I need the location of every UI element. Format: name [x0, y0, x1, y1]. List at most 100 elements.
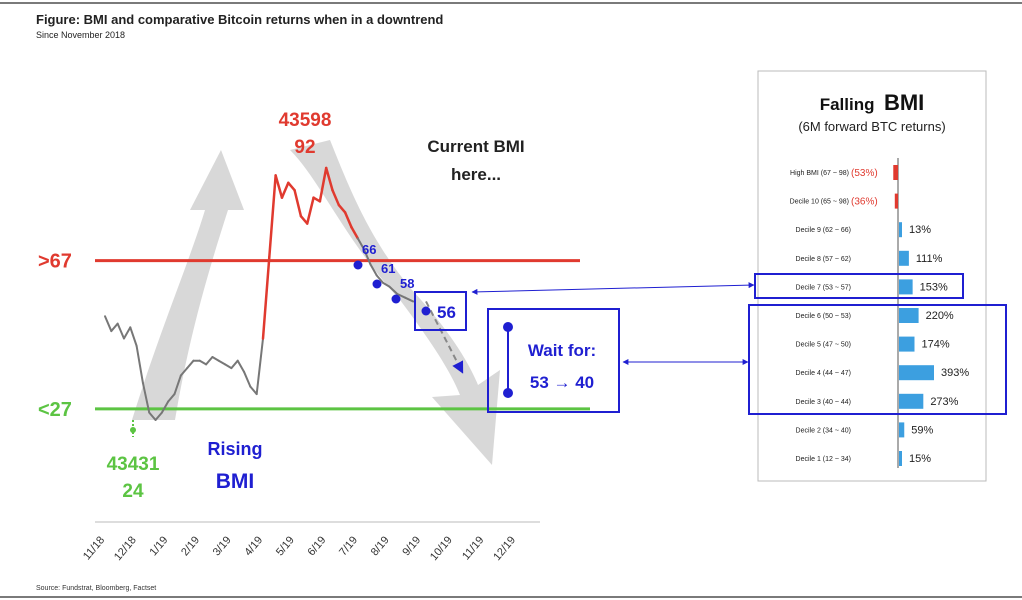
wait-for-box [487, 308, 620, 413]
bmi-line-segment [236, 359, 246, 373]
bmi-line-segment [274, 174, 284, 199]
current-value-box [414, 291, 467, 331]
current-bmi-marker-label: 56 [437, 303, 456, 322]
peak-label-line2: 92 [294, 137, 315, 158]
bmi-projection-line [425, 300, 464, 374]
panel-title: Falling BMI [820, 90, 925, 115]
decile-category-label: Decile 8 (57 ~ 62) [796, 256, 851, 263]
current-bmi-line2: here... [451, 165, 501, 184]
current-bmi-marker [391, 294, 401, 304]
decile-bar [894, 193, 898, 209]
current-bmi-marker [353, 260, 363, 270]
bmi-line-segment [154, 411, 163, 421]
bmi-line-segment [186, 359, 195, 370]
decile-value-label: 13% [909, 224, 931, 236]
bmi-line-segment [305, 196, 315, 225]
wait-for-line1: Wait for: [528, 341, 596, 360]
current-bmi-marker-label: 61 [381, 261, 395, 276]
top-rule [0, 2, 1022, 4]
bmi-line-segment [404, 296, 415, 303]
bmi-line-segment [255, 337, 264, 396]
decile-value-label: 393% [941, 367, 969, 379]
connector-arrow-decile7 [471, 282, 755, 295]
bmi-line-segment [350, 226, 360, 240]
bmi-line-segment [331, 188, 341, 207]
panel-subtitle: (6M forward BTC returns) [798, 119, 945, 134]
bmi-line-segment [382, 281, 391, 288]
peak-label-line1: 43598 [279, 110, 332, 131]
decile-category-label: Decile 1 (12 ~ 34) [796, 456, 851, 463]
decile-value-label: 273% [930, 396, 958, 408]
decile-category-label: Decile 10 (65 ~ 98) [790, 199, 849, 206]
current-bmi-marker-label: 66 [362, 242, 376, 257]
bmi-line-segment [318, 166, 328, 203]
x-tick-label: 12/18 [112, 534, 139, 563]
threshold-label-low: <27 [38, 399, 72, 421]
x-tick-label: 10/19 [428, 534, 455, 563]
x-tick-label: 11/19 [460, 534, 486, 562]
decile-category-label: Decile 7 (53 ~ 57) [796, 284, 851, 291]
wait-range-top-dot [503, 322, 513, 332]
x-tick-label: 3/19 [211, 534, 234, 558]
bmi-line-segment [122, 326, 132, 340]
bmi-line-segment [375, 274, 385, 284]
bmi-line-segment [148, 411, 157, 421]
decile-bar [899, 451, 902, 466]
source-note: Source: Fundstrat, Bloomberg, Factset [36, 585, 157, 592]
trough-label-line1: 43431 [107, 454, 160, 475]
decile-category-label: Decile 6 (50 ~ 53) [796, 313, 851, 320]
figure-subtitle: Since November 2018 [36, 30, 126, 40]
bmi-line-segment [337, 203, 347, 214]
decile-value-label: 15% [909, 453, 931, 465]
x-tick-label: 6/19 [306, 534, 329, 558]
bmi-line-segment [324, 166, 334, 192]
x-tick-label: 8/19 [369, 534, 392, 558]
bmi-line-segment [129, 326, 138, 347]
decile-value-label: 59% [911, 424, 933, 436]
bmi-line-segment [343, 211, 353, 229]
wait-for-line2: 53 → 40 [530, 373, 594, 392]
decile-bar [899, 393, 924, 409]
bmi-line-segment [280, 181, 290, 199]
bmi-line-segment [299, 214, 309, 225]
decile-category-label: Decile 9 (62 ~ 66) [796, 227, 851, 234]
decile-bar [899, 365, 934, 381]
bmi-line-segment [167, 393, 176, 403]
rising-bmi-line1: Rising [207, 439, 262, 459]
decile-bar [899, 336, 915, 352]
figure-title: Figure: BMI and comparative Bitcoin retu… [36, 12, 444, 27]
bmi-line-segment [388, 285, 399, 295]
x-tick-label: 4/19 [242, 534, 265, 558]
x-tick-label: 1/19 [148, 534, 171, 558]
rising-arrow-shape [132, 150, 244, 420]
x-tick-label: 7/19 [337, 534, 360, 558]
bmi-line-segment [110, 322, 119, 333]
highlight-box-deciles3-6 [748, 304, 1007, 415]
decile-value-label: 220% [926, 310, 954, 322]
x-tick-label: 5/19 [274, 534, 297, 558]
highlight-box-decile7 [754, 273, 964, 299]
trough-dot [130, 427, 136, 433]
decile-category-label: Decile 2 (34 ~ 40) [796, 427, 851, 434]
x-tick-label: 12/19 [491, 534, 518, 563]
bmi-line-segment [141, 381, 151, 414]
bmi-line-segment [116, 322, 125, 340]
bmi-line-segment [230, 359, 239, 370]
bmi-line-segment [249, 385, 258, 396]
x-tick-label: 9/19 [400, 534, 423, 558]
current-bmi-marker-label: 58 [400, 276, 414, 291]
bmi-line-segment [287, 181, 296, 192]
decile-bar [899, 250, 909, 266]
current-bmi-marker [372, 279, 382, 289]
bmi-line-segment [179, 367, 189, 377]
x-tick-label: 2/19 [179, 534, 202, 558]
current-bmi-line1: Current BMI [427, 137, 524, 156]
decile-bar [899, 308, 919, 323]
decile-category-label: Decile 5 (47 ~ 50) [796, 342, 851, 349]
bmi-line-segment [224, 363, 233, 370]
bmi-line-segment [363, 248, 372, 266]
bmi-line-segment [268, 174, 277, 259]
decile-category-label: Decile 4 (44 ~ 47) [796, 370, 851, 377]
panel-title-emph: BMI [884, 90, 924, 115]
